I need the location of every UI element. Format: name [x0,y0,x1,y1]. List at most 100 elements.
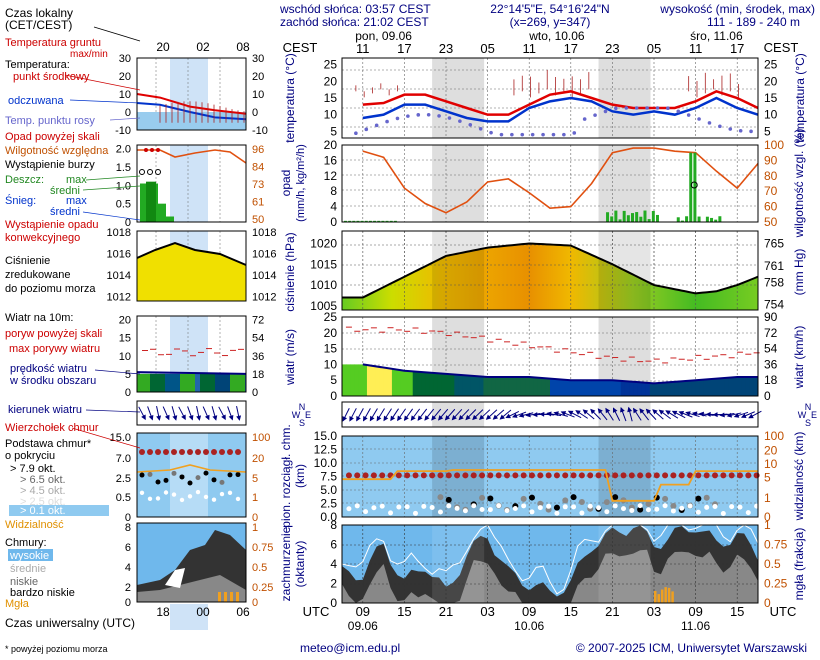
legend-wind-arrow [147,406,154,421]
temp-axis-tick: 25 [324,58,338,72]
legend-axis-tick: 15 [119,333,131,345]
wind-arrow [410,408,421,421]
day-label: pon, 09.06 [355,29,412,43]
legend-cloud-base: o pokryciu [5,450,55,462]
wind-speed-bar [350,364,355,396]
wind-arrow [740,411,755,418]
legend-wind-line [136,371,247,375]
wind-arrow-head [691,411,698,417]
dewpoint-dot [707,121,712,125]
panel-frame [341,401,759,428]
precip-bar [647,219,651,222]
wind-speed-bar [550,378,555,396]
wind-speed-bar [699,379,705,396]
dewpoint-dot [603,109,608,114]
cover-axis-title: (oktanty) [293,541,307,588]
hour-tick-label-bottom: 21 [439,604,453,619]
wind-arrow-head [748,413,754,419]
cloud-base-dot [553,504,560,511]
wind-arrow-head [560,411,567,416]
dewpoint-dot [489,130,493,135]
wind-speed-bar [703,379,709,396]
wind-arrow-head [652,409,658,415]
legend-arrow-head [188,414,194,421]
fog-bar [660,589,664,603]
wind-axis-title-right: wiatr (km/h) [792,326,806,390]
legend-wind-arrow [227,406,234,421]
precip-bar [631,213,635,222]
high-cloud-line [341,524,759,595]
legend-rain-occurrence: konwekcyjnego [5,232,80,244]
legend-axis-tick: 1016 [252,249,276,261]
legend-cloud-base-dot [179,474,185,480]
wind-arrow [465,409,477,421]
cover-axis-tick: 2 [330,577,337,591]
legend-pointer [109,117,141,121]
fog-axis-tick: 0.5 [764,557,781,571]
cloud-base-dot [521,503,527,509]
cloud-base-dot [620,472,627,479]
legend-axis-tick: 2.5 [116,473,131,485]
wind-speed-bar [512,377,518,396]
precip-bar [689,152,693,222]
legend-axis-tick: 15.0 [110,432,131,444]
wind-arrow-head [645,408,652,415]
wind-arrow-head [499,414,505,420]
dewpoint-dot [718,124,722,129]
wind-speed-bar [479,376,484,396]
legend-axis-tick: 7.0 [116,453,131,465]
legend-pointer [85,175,141,181]
night-band [598,58,651,138]
precip-bar [393,220,397,222]
wind-arrow-head [356,415,361,422]
panel-frame [341,230,759,311]
legend-cloud-base-dot [155,449,161,455]
legend-rain-above-dot [144,148,148,152]
grid-text: (x=269, y=347) [510,15,591,29]
cloud-axis-tick: 15.0 [314,429,338,443]
cloud-base-dot [454,472,461,479]
visibility-axis-tick: 5 [764,471,771,485]
legend-axis-tick: 4 [125,562,131,574]
wind-arrow [363,408,371,422]
compass-e: E [811,410,817,420]
wind-arrow-head [620,407,625,413]
compass-icon: NW ES [292,402,311,428]
pressure-axis-tick-right: 761 [764,259,784,273]
wind-arrow [431,408,442,421]
dewpoint-dot [614,106,618,111]
cloud-base-dot [571,504,577,510]
cloud-base-dot [479,472,486,479]
wind-arrow-head [438,415,444,421]
wind-arrow [665,410,679,419]
wind-speed-bar [437,373,443,396]
cloud-base-dot [745,472,752,479]
wind-arrow [485,409,498,420]
legend-cloud-base-dot [227,472,233,478]
wind-arrow-head [726,412,733,418]
cloud-base-dot [370,472,377,479]
wind-speed-bar [458,374,464,396]
wind-arrow-head [403,415,409,422]
legend-okt01: > 0.1 okt. [20,505,66,517]
cloud-axis-title: (km) [293,464,307,488]
cloud-base-dot [603,499,610,506]
wind-speed-bar [491,377,497,396]
cloud-base-dot [354,503,360,509]
cloud-base-dot [363,509,369,515]
legend-axis-tick: 20 [119,315,131,327]
cloud-base-dot [712,472,719,479]
cloud-base-dot [653,472,660,479]
wind-speed-bar [591,380,597,396]
legend-axis-tick: -10 [115,125,131,137]
wind-speed-bar [624,381,630,396]
dewpoint-dot [520,132,525,137]
precip-bar [676,217,680,222]
cest-label: CEST [283,40,318,55]
cloud-base-dot [362,472,369,479]
cloud-base-dot [578,498,585,505]
wind-arrow-head [678,411,685,416]
wind-arrow-head [612,407,618,413]
wind-speed-bar [404,370,410,396]
